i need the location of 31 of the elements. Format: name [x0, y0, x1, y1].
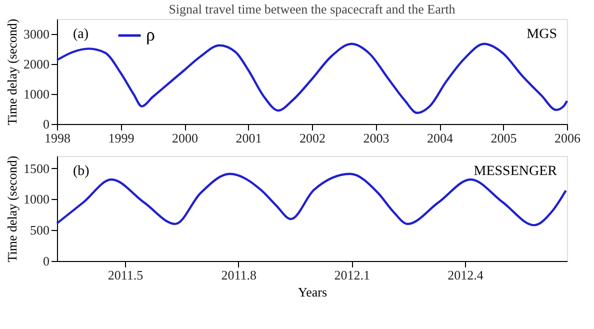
y-tick-label: 1000 [24, 192, 50, 207]
y-tick-label: 1500 [24, 160, 50, 176]
x-tick-label: 2012.1 [334, 268, 370, 282]
annotation: MESSENGER [474, 164, 558, 179]
chart-title: Signal travel time between the spacecraft and the Earth [168, 1, 456, 16]
y-tick-label: 1000 [24, 86, 50, 102]
y-tick-label: 0 [43, 116, 50, 132]
x-tick-label: 2002 [300, 130, 326, 146]
x-tick-label: 2011.8 [221, 268, 256, 282]
annotation: (a) [73, 27, 89, 42]
y-tick-label: 2000 [24, 56, 50, 72]
annotation: (b) [73, 164, 90, 179]
y-axis-title: Time delay (second) [4, 18, 20, 126]
y-tick-label: 3000 [24, 26, 50, 42]
y-axis-title: Time delay (second) [4, 156, 20, 262]
x-tick-label: 2001 [236, 130, 262, 146]
y-tick-label: 0 [43, 254, 50, 268]
x-tick-label: 2000 [172, 130, 198, 146]
x-tick-label: 2005 [490, 130, 517, 146]
legend-label: ρ [146, 24, 155, 44]
annotation: MGS [526, 27, 557, 42]
x-tick-label: 2012.4 [448, 268, 484, 282]
x-tick-label: 1999 [108, 130, 134, 146]
x-tick-label: 2003 [363, 130, 390, 146]
x-tick-label: 1998 [44, 130, 70, 146]
y-tick-label: 500 [30, 222, 50, 238]
line-series [56, 42, 568, 114]
x-tick-label: 2004 [427, 130, 454, 146]
x-tick-label: 2006 [554, 130, 581, 146]
x-axis-title: Years [298, 284, 328, 300]
x-tick-label: 2011.5 [108, 268, 144, 282]
